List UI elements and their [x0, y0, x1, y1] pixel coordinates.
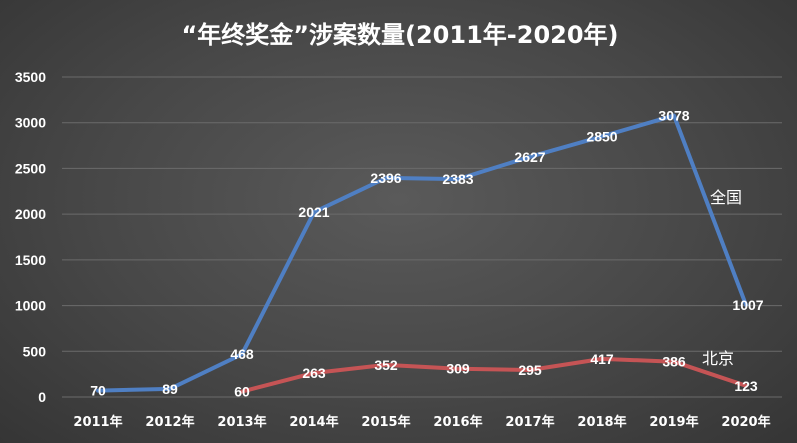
series-lines: [96, 113, 748, 394]
y-tick-label: 500: [23, 343, 47, 359]
data-label: 295: [518, 362, 542, 378]
series-line-0: [96, 113, 748, 393]
data-label: 2850: [586, 128, 617, 144]
x-tick-label: 2020年: [721, 414, 770, 430]
data-label: 468: [230, 346, 254, 362]
data-label: 2383: [442, 171, 473, 187]
x-tick-label: 2016年: [433, 414, 482, 430]
series-name-label: 全国: [710, 188, 742, 207]
data-label: 2021: [298, 204, 329, 220]
x-axis-ticks: 2011年 2012年 2013年 2014年 2015年 2016年 2017年 2018年…: [73, 414, 770, 430]
data-labels: 70 89 468 2021 2396 2383 2627 2850 3078 1007 全国 60 2…: [90, 108, 764, 400]
x-tick-label: 2011年: [73, 414, 122, 430]
data-label: 417: [590, 351, 614, 367]
data-label: 70: [90, 383, 106, 399]
data-label: 1007: [732, 297, 763, 313]
data-label: 2627: [514, 149, 545, 165]
chart-title: “年终奖金”涉案数量(2011年-2020年): [181, 21, 618, 49]
y-tick-label: 1000: [15, 298, 46, 314]
data-label: 309: [446, 361, 470, 377]
data-label: 263: [302, 365, 326, 381]
data-label: 386: [662, 354, 686, 370]
x-tick-label: 2014年: [289, 414, 338, 430]
data-label: 89: [162, 381, 178, 397]
x-tick-label: 2013年: [217, 414, 266, 430]
x-tick-label: 2017年: [505, 414, 554, 430]
y-tick-label: 2500: [15, 160, 46, 176]
x-tick-label: 2012年: [145, 414, 194, 430]
series-line-1: [240, 356, 748, 394]
series-name-label: 北京: [702, 349, 734, 368]
y-tick-label: 1500: [15, 252, 46, 268]
x-tick-label: 2015年: [361, 414, 410, 430]
y-tick-label: 0: [38, 389, 46, 405]
data-label: 123: [734, 378, 758, 394]
y-tick-label: 3500: [15, 69, 46, 85]
y-axis-ticks: 0 500 1000 1500 2000 2500 3000 3500: [15, 69, 46, 405]
y-tick-label: 3000: [15, 115, 46, 131]
data-label: 60: [234, 384, 250, 400]
data-label: 2396: [370, 170, 401, 186]
data-label: 3078: [658, 108, 689, 124]
x-tick-label: 2019年: [649, 414, 698, 430]
x-tick-label: 2018年: [577, 414, 626, 430]
data-label: 352: [374, 357, 398, 373]
y-tick-label: 2000: [15, 206, 46, 222]
gridlines: [62, 76, 782, 398]
